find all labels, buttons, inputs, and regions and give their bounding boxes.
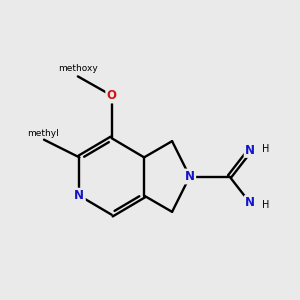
Text: methyl: methyl bbox=[27, 129, 58, 138]
Text: H: H bbox=[262, 200, 270, 210]
Text: N: N bbox=[74, 189, 84, 202]
Text: N: N bbox=[185, 170, 195, 183]
Text: N: N bbox=[245, 143, 255, 157]
Text: N: N bbox=[245, 196, 255, 209]
Text: O: O bbox=[107, 89, 117, 102]
Text: H: H bbox=[262, 143, 270, 154]
Text: methoxy: methoxy bbox=[58, 64, 98, 74]
